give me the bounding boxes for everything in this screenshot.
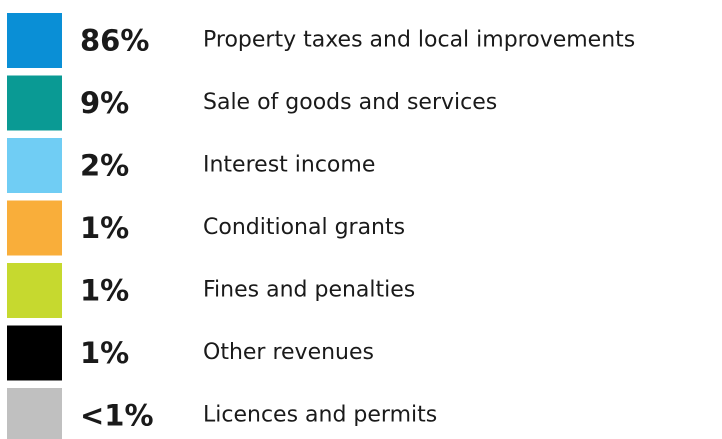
percent: 2%: [80, 149, 129, 183]
label: Conditional grants: [203, 215, 405, 240]
swatch: [7, 75, 62, 131]
percent: 9%: [80, 86, 129, 120]
swatch: [7, 13, 62, 68]
label: Sale of goods and services: [203, 90, 497, 115]
swatch: [7, 263, 62, 318]
label: Interest income: [203, 153, 375, 178]
label: Fines and penalties: [203, 278, 415, 303]
label: Property taxes and local improvements: [203, 28, 635, 53]
percent: 86%: [80, 24, 149, 58]
swatch: [7, 138, 62, 193]
label: Other revenues: [203, 340, 374, 365]
percent: 1%: [80, 274, 129, 308]
label: Licences and permits: [203, 403, 437, 428]
percent: 1%: [80, 336, 129, 370]
swatch: [7, 200, 62, 256]
percent: 1%: [80, 211, 129, 245]
swatch: [7, 325, 62, 381]
percent: <1%: [80, 399, 154, 433]
swatch: [7, 388, 62, 439]
